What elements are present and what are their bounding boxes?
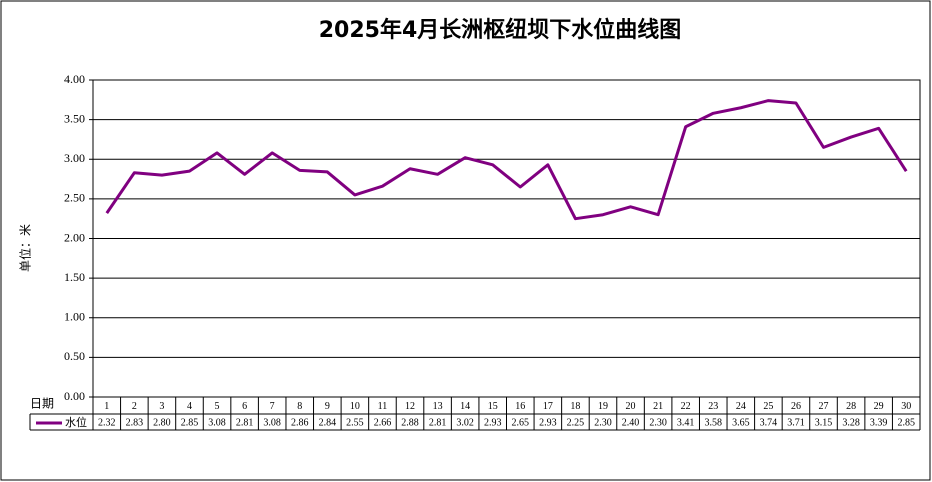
x-tick-label: 29 [874,401,884,412]
x-tick-label: 9 [325,401,330,412]
data-label: 3.02 [456,417,474,428]
data-label: 2.85 [181,417,199,428]
data-line [105,99,908,221]
x-axis-label: 日期 [30,397,54,411]
x-tick-label: 28 [846,401,856,412]
x-tick-label: 1 [104,401,109,412]
data-label: 2.81 [236,417,254,428]
x-tick-label: 3 [159,401,164,412]
data-label: 3.58 [705,417,723,428]
x-tick-label: 5 [215,401,220,412]
x-tick-label: 8 [297,401,302,412]
data-label: 2.93 [539,417,557,428]
x-tick-label: 20 [626,401,636,412]
x-tick-label: 19 [598,401,608,412]
x-tick-label: 15 [488,401,498,412]
x-tick-label: 21 [653,401,663,412]
x-tick-label: 22 [681,401,691,412]
x-tick-label: 14 [460,401,470,412]
data-label: 2.83 [126,417,144,428]
y-tick-label: 2.50 [64,191,85,205]
data-label: 3.41 [677,417,695,428]
x-tick-label: 30 [901,401,911,412]
y-tick-label: 1.50 [64,270,85,284]
data-label: 2.40 [622,417,640,428]
x-tick-label: 17 [543,401,553,412]
y-tick-label: 2.00 [64,230,85,244]
data-label: 3.15 [815,417,833,428]
data-label: 2.30 [649,417,667,428]
data-label: 2.25 [567,417,585,428]
data-label: 2.30 [594,417,612,428]
data-label: 3.74 [760,417,778,428]
data-label: 2.81 [429,417,447,428]
x-tick-label: 4 [187,401,192,412]
data-label: 2.66 [374,417,392,428]
y-tick-label: 3.50 [64,111,85,125]
data-label: 3.28 [842,417,860,428]
data-label: 2.84 [319,417,337,428]
x-tick-label: 27 [819,401,829,412]
data-label: 2.88 [401,417,419,428]
chart-title: 2025年4月长洲枢纽坝下水位曲线图 [319,17,682,43]
data-label: 2.85 [897,417,915,428]
data-label: 2.32 [98,417,116,428]
y-tick-label: 0.50 [64,349,85,363]
x-tick-label: 7 [270,401,275,412]
data-label: 3.65 [732,417,750,428]
x-tick-label: 11 [378,401,388,412]
y-tick-label: 0.00 [64,389,85,403]
data-label: 2.55 [346,417,364,428]
x-tick-label: 2 [132,401,137,412]
data-label: 3.71 [787,417,805,428]
y-tick-label: 4.00 [64,72,85,86]
data-label: 2.86 [291,417,309,428]
data-label: 3.39 [870,417,888,428]
x-tick-label: 12 [405,401,415,412]
data-label: 3.08 [263,417,281,428]
y-tick-label: 1.00 [64,310,85,324]
x-tick-label: 23 [708,401,718,412]
x-tick-label: 18 [570,401,580,412]
data-label: 2.80 [153,417,171,428]
x-tick-label: 13 [433,401,443,412]
x-tick-label: 26 [791,401,801,412]
data-label: 3.08 [208,417,226,428]
y-tick-label: 3.00 [64,151,85,165]
x-tick-label: 10 [350,401,360,412]
y-axis-label: 单位：米 [18,224,33,272]
x-tick-label: 16 [515,401,525,412]
x-tick-label: 25 [763,401,773,412]
x-tick-label: 6 [242,401,247,412]
legend-label: 水位 [65,415,87,429]
data-label: 2.65 [512,417,530,428]
data-label: 2.93 [484,417,502,428]
x-tick-label: 24 [736,401,746,412]
